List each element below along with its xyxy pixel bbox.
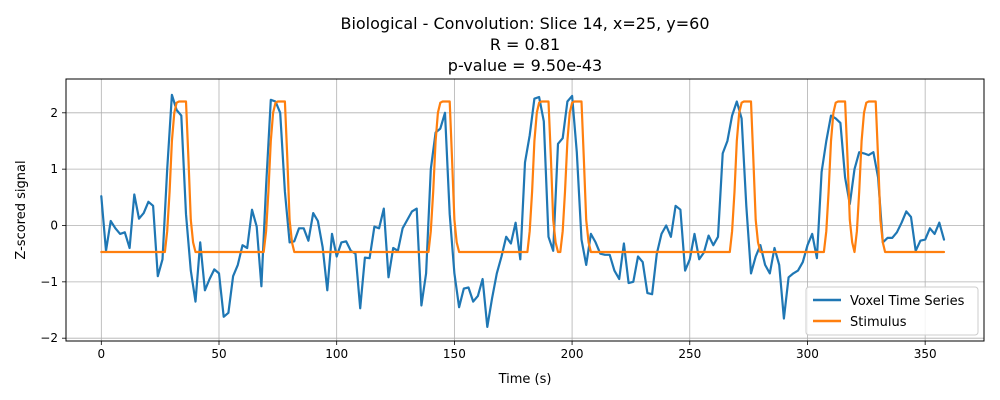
legend-label-stimulus: Stimulus [850,315,907,330]
series-layer [100,93,946,328]
y-tick-label: 0 [50,218,58,232]
x-tick-label: 300 [796,347,819,361]
x-tick-label: 150 [443,347,466,361]
x-tick-label: 50 [211,347,226,361]
y-tick-label: 2 [50,106,58,120]
x-tick-label: 200 [561,347,584,361]
series-line-stimulus [100,100,946,254]
legend-box [805,286,979,336]
x-tick-label: 0 [97,347,105,361]
y-tick-label: −2 [40,331,58,345]
chart-title-line-3: p-value = 9.50e-43 [448,56,602,75]
legend-label-voxel-time-series: Voxel Time Series [850,294,965,309]
axis-ticks: 0 50 100 150 200 250 300 350 −2 −1 0 1 2 [40,106,936,361]
y-tick-label: −1 [40,275,58,289]
series-line-voxel-time-series [100,93,946,328]
y-tick-label: 1 [50,162,58,176]
x-tick-label: 250 [678,347,701,361]
x-tick-label: 350 [914,347,937,361]
x-axis-label: Time (s) [498,372,552,387]
plot-area [65,78,985,342]
grid-lines [66,79,984,341]
x-tick-label: 100 [325,347,348,361]
y-axis-label: Z-scored signal [14,160,29,259]
chart-title-line-2: R = 0.81 [490,35,560,54]
legend: Voxel Time Series Stimulus [805,286,979,336]
chart-title-line-1: Biological - Convolution: Slice 14, x=25… [340,14,709,33]
